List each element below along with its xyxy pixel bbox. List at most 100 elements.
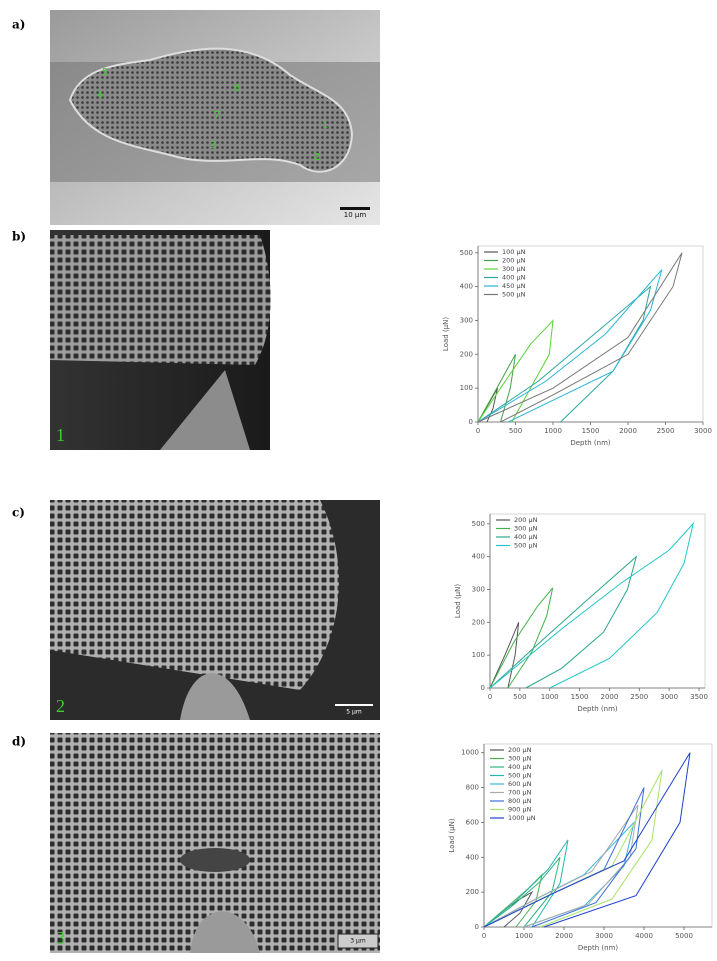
y-tick-label: 100 bbox=[472, 651, 485, 659]
site-marker: 2 bbox=[314, 152, 320, 163]
load-curve bbox=[477, 319, 554, 423]
diatom-shell bbox=[50, 235, 271, 365]
x-axis-label: Depth (nm) bbox=[570, 439, 611, 447]
scale-label: 3 µm bbox=[350, 938, 366, 945]
legend-label: 400 µN bbox=[508, 763, 532, 771]
scale-bar bbox=[330, 434, 360, 436]
scale-bar bbox=[340, 207, 370, 210]
site-marker: 6 bbox=[234, 83, 240, 94]
indenter-tip bbox=[190, 911, 260, 953]
x-axis-label: Depth (nm) bbox=[577, 705, 618, 713]
y-tick-label: 300 bbox=[472, 586, 485, 594]
legend-label: 100 µN bbox=[502, 248, 526, 256]
site-number: 2 bbox=[56, 696, 65, 716]
x-tick-label: 3000 bbox=[660, 693, 678, 701]
y-tick-label: 400 bbox=[460, 283, 473, 291]
legend-label: 900 µN bbox=[508, 806, 532, 814]
x-tick-label: 0 bbox=[482, 932, 486, 940]
legend-label: 450 µN bbox=[502, 282, 526, 290]
indenter-tip bbox=[180, 673, 250, 720]
y-tick-label: 500 bbox=[472, 520, 485, 528]
y-tick-label: 500 bbox=[460, 249, 473, 257]
x-tick-label: 1000 bbox=[541, 693, 559, 701]
load-curve bbox=[489, 522, 695, 689]
legend-label: 500 µN bbox=[502, 291, 526, 299]
x-tick-label: 0 bbox=[488, 693, 492, 701]
x-tick-label: 1000 bbox=[544, 427, 562, 435]
y-tick-label: 600 bbox=[466, 818, 479, 826]
x-tick-label: 4000 bbox=[635, 932, 653, 940]
x-axis-label: Depth (nm) bbox=[578, 944, 619, 952]
site-marker: 7 bbox=[214, 110, 220, 121]
y-tick-label: 200 bbox=[472, 618, 485, 626]
load-curve bbox=[483, 839, 569, 928]
y-tick-label: 0 bbox=[469, 418, 473, 426]
site-marker: 1 bbox=[322, 120, 328, 131]
legend-label: 400 µN bbox=[514, 533, 538, 541]
y-tick-label: 200 bbox=[460, 350, 473, 358]
diatom-shell bbox=[50, 500, 339, 690]
legend-label: 300 µN bbox=[514, 525, 538, 533]
site-marker: 5 bbox=[102, 67, 108, 78]
x-tick-label: 1500 bbox=[582, 427, 600, 435]
y-tick-label: 200 bbox=[466, 888, 479, 896]
legend-label: 300 µN bbox=[502, 265, 526, 273]
scale-bar bbox=[335, 704, 373, 706]
panel-label: d) bbox=[12, 735, 26, 749]
panel-texts: a) b) c) d) 10 µm 10 µm 5 µm 3 µm 1 2 3 bbox=[12, 18, 366, 949]
load-curve bbox=[483, 752, 691, 928]
y-tick-label: 100 bbox=[460, 384, 473, 392]
x-tick-label: 2000 bbox=[555, 932, 573, 940]
y-tick-label: 0 bbox=[475, 923, 479, 931]
y-tick-label: 400 bbox=[466, 853, 479, 861]
x-tick-label: 2500 bbox=[657, 427, 675, 435]
load-curve bbox=[483, 804, 639, 928]
x-tick-label: 3000 bbox=[694, 427, 712, 435]
legend-label: 700 µN bbox=[508, 789, 532, 797]
y-tick-label: 1000 bbox=[461, 749, 479, 757]
y-tick-label: 400 bbox=[472, 553, 485, 561]
load-curve bbox=[477, 285, 652, 423]
y-tick-label: 0 bbox=[481, 684, 485, 692]
legend-label: 200 µN bbox=[502, 257, 526, 265]
panel-label: b) bbox=[12, 230, 26, 244]
x-tick-label: 0 bbox=[476, 427, 480, 435]
x-tick-label: 2500 bbox=[630, 693, 648, 701]
site-number: 3 bbox=[56, 928, 65, 948]
sem-images bbox=[50, 10, 380, 953]
x-tick-label: 2000 bbox=[601, 693, 619, 701]
legend-label: 1000 µN bbox=[508, 814, 536, 822]
x-tick-label: 5000 bbox=[675, 932, 693, 940]
load-curve bbox=[489, 622, 520, 689]
x-tick-label: 500 bbox=[509, 427, 522, 435]
legend-label: 500 µN bbox=[508, 772, 532, 780]
load-curve bbox=[483, 856, 561, 928]
legend-label: 300 µN bbox=[508, 755, 532, 763]
scale-label: 10 µm bbox=[344, 211, 367, 219]
load-curve bbox=[489, 555, 638, 689]
panel-label: c) bbox=[12, 506, 25, 520]
load-curve bbox=[477, 252, 683, 423]
y-tick-label: 300 bbox=[460, 316, 473, 324]
y-axis-label: Load (µN) bbox=[442, 317, 450, 351]
load-curve bbox=[489, 587, 554, 689]
x-tick-label: 3000 bbox=[595, 932, 613, 940]
legend-label: 200 µN bbox=[508, 746, 532, 754]
scale-box bbox=[337, 933, 379, 949]
load-curve bbox=[477, 269, 663, 423]
legend-label: 600 µN bbox=[508, 780, 532, 788]
y-axis-label: Load (µN) bbox=[454, 584, 462, 618]
scale-label: 5 µm bbox=[346, 709, 362, 716]
legend-label: 500 µN bbox=[514, 542, 538, 550]
indenter-tip bbox=[160, 370, 250, 450]
legend-label: 400 µN bbox=[502, 274, 526, 282]
scale-label: 10 µm bbox=[335, 439, 354, 446]
y-tick-label: 800 bbox=[466, 784, 479, 792]
x-tick-label: 1500 bbox=[571, 693, 589, 701]
central-nodule bbox=[180, 848, 250, 872]
x-tick-label: 500 bbox=[513, 693, 526, 701]
x-tick-label: 2000 bbox=[619, 427, 637, 435]
site-marker: 4 bbox=[97, 90, 103, 101]
site-marker: 3 bbox=[210, 140, 216, 151]
